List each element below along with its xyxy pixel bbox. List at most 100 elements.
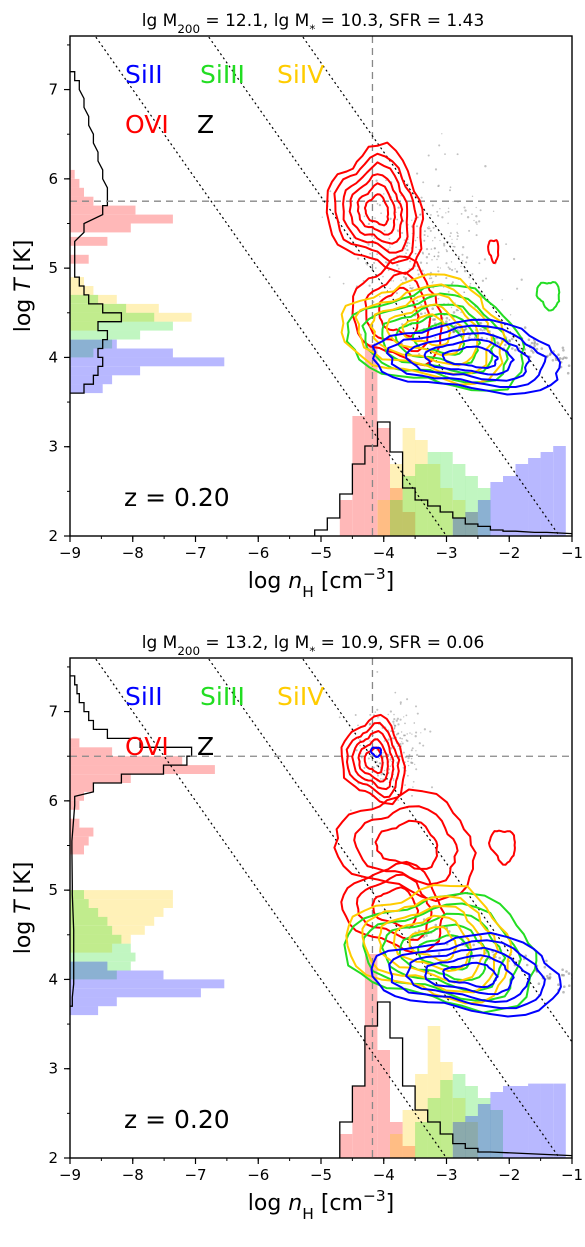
gas-particle bbox=[393, 718, 396, 721]
contour-siiv bbox=[385, 303, 466, 357]
gas-particle bbox=[540, 347, 544, 350]
temperature-hist-bar-ovi bbox=[70, 765, 215, 774]
gas-particle bbox=[387, 729, 390, 731]
temperature-hist-bar-siiv bbox=[70, 890, 173, 899]
density-hist-bar-siiii bbox=[415, 1122, 428, 1158]
contour-ovi bbox=[348, 173, 404, 245]
label-part: log bbox=[11, 914, 36, 955]
temperature-hist-bar-ovi bbox=[70, 818, 80, 828]
gas-particle bbox=[422, 252, 424, 255]
gas-particle bbox=[450, 306, 453, 309]
gas-particle bbox=[436, 258, 438, 261]
contour-siiii bbox=[411, 322, 466, 356]
gas-particle bbox=[437, 185, 439, 188]
gas-particle bbox=[557, 353, 560, 357]
gas-particle bbox=[472, 943, 476, 947]
gas-particle bbox=[366, 263, 369, 266]
contour-ovi bbox=[333, 152, 418, 265]
gas-particle bbox=[437, 266, 439, 269]
gas-particle bbox=[430, 786, 434, 789]
label-part: lg M bbox=[142, 633, 178, 653]
density-hist-bar-siiv bbox=[390, 1134, 403, 1158]
gas-particle bbox=[374, 267, 377, 269]
gas-particle bbox=[420, 196, 423, 199]
gas-particle bbox=[463, 270, 467, 273]
gas-particle bbox=[409, 732, 411, 734]
gas-particle bbox=[565, 970, 568, 973]
label-part: H bbox=[302, 1205, 314, 1223]
contour-ovi bbox=[342, 161, 409, 254]
gas-particle bbox=[475, 215, 478, 218]
temperature-hist-bar-siiv bbox=[70, 277, 84, 286]
gas-particle bbox=[416, 236, 419, 239]
temperature-hist-bar-siiii bbox=[70, 961, 131, 971]
gas-particle bbox=[563, 985, 566, 988]
x-tick-label: −6 bbox=[247, 1166, 269, 1184]
gas-particle bbox=[410, 757, 413, 760]
gas-particle bbox=[447, 290, 450, 293]
y-tick-label: 4 bbox=[48, 970, 58, 988]
gas-particle bbox=[554, 358, 558, 362]
density-hist-bar-siii bbox=[528, 458, 541, 536]
gas-particle bbox=[383, 193, 385, 195]
gas-particle bbox=[445, 262, 448, 265]
gas-particle bbox=[563, 356, 566, 359]
gas-particle bbox=[454, 324, 457, 328]
gas-particle bbox=[400, 195, 402, 197]
gas-particle bbox=[395, 211, 397, 214]
gas-particle bbox=[414, 252, 417, 255]
gas-particle bbox=[392, 779, 395, 782]
gas-particle bbox=[437, 214, 440, 217]
gas-particle bbox=[505, 243, 508, 246]
gas-particle bbox=[414, 735, 417, 738]
contour-siiv bbox=[392, 914, 472, 972]
isobar-line bbox=[94, 36, 448, 536]
gas-particle bbox=[406, 241, 409, 244]
density-hist-bar-ovi bbox=[352, 1086, 365, 1158]
gas-particle bbox=[432, 226, 435, 229]
gas-particle bbox=[329, 190, 332, 193]
gas-particle bbox=[409, 286, 412, 290]
gas-particle bbox=[376, 253, 378, 255]
legend-siiii: SiIII bbox=[200, 682, 245, 711]
density-hist-bar-siii bbox=[515, 464, 529, 536]
temperature-hist-bar-siiii bbox=[70, 330, 141, 340]
y-tick-label: 2 bbox=[48, 1149, 58, 1167]
gas-particle bbox=[429, 730, 432, 733]
gas-particle bbox=[404, 734, 407, 737]
density-hist-bar-siiv bbox=[402, 1110, 416, 1158]
contour-ovi bbox=[378, 286, 420, 338]
gas-particle bbox=[405, 739, 408, 741]
gas-particle bbox=[432, 240, 434, 242]
gas-particle bbox=[452, 200, 454, 203]
y-tick-label: 7 bbox=[48, 703, 58, 721]
gas-particle bbox=[357, 724, 359, 727]
gas-particle bbox=[449, 186, 452, 189]
gas-particle bbox=[421, 269, 424, 272]
legend-siiii: SiIII bbox=[200, 60, 245, 89]
gas-particle bbox=[433, 247, 436, 250]
temperature-hist-bar-ovi bbox=[70, 747, 113, 757]
legend-siiv: SiIV bbox=[277, 682, 324, 711]
gas-particle bbox=[561, 346, 565, 350]
gas-particle bbox=[455, 308, 459, 312]
temperature-hist-bar-siii bbox=[70, 1006, 99, 1016]
gas-particle bbox=[524, 954, 527, 958]
gas-particle bbox=[375, 754, 378, 756]
density-hist-bar-ovi bbox=[364, 954, 378, 1158]
legend-z: Z bbox=[197, 732, 214, 761]
contour-siiv bbox=[408, 926, 458, 963]
gas-particle bbox=[422, 181, 425, 184]
contour-siiv bbox=[377, 905, 486, 984]
density-hist-bar-siiv bbox=[390, 464, 403, 536]
gas-particle bbox=[378, 762, 381, 765]
density-hist-bar-siiii bbox=[390, 500, 403, 536]
gas-particle bbox=[449, 235, 451, 238]
gas-particle bbox=[430, 248, 433, 250]
gas-particle bbox=[368, 284, 371, 287]
label-part: log bbox=[248, 569, 289, 594]
gas-particle bbox=[509, 314, 512, 316]
contour-siii bbox=[442, 961, 499, 989]
gas-particle bbox=[512, 257, 516, 261]
x-tick-label: −8 bbox=[122, 544, 144, 562]
